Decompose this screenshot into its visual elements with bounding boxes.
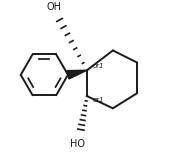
Polygon shape — [67, 70, 87, 79]
Text: HO: HO — [70, 139, 85, 149]
Text: or1: or1 — [92, 97, 104, 103]
Text: or1: or1 — [92, 63, 104, 69]
Text: OH: OH — [47, 2, 62, 12]
